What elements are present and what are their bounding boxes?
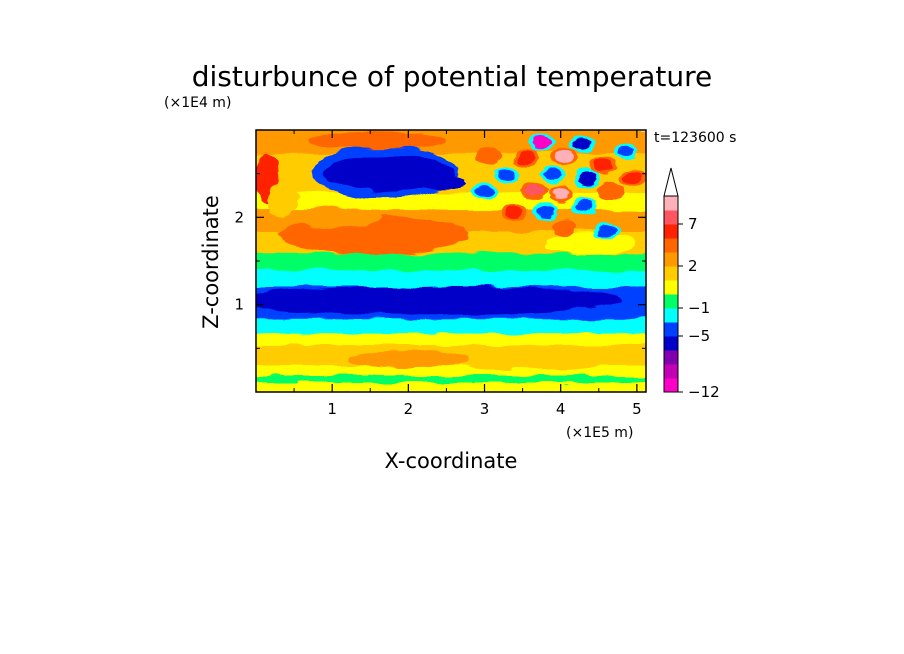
contour-cell (536, 204, 555, 217)
contour-cell (578, 171, 597, 185)
colorbar-swatch (664, 364, 678, 379)
contour-cell (475, 185, 494, 198)
colorbar-tick-label: 7 (688, 215, 698, 233)
colorbar-swatch (664, 322, 678, 337)
contour-cell (524, 185, 544, 198)
colorbar-tick-label: −12 (688, 383, 720, 401)
colorbar-tick-label: −1 (688, 299, 710, 317)
contour-cell (267, 182, 298, 218)
contour-band (256, 380, 646, 392)
contour-cell (555, 221, 574, 234)
contour-band (256, 268, 646, 287)
colorbar-swatch (664, 308, 678, 323)
x-tick-label: 5 (632, 400, 642, 418)
contour-cell (559, 153, 570, 160)
colorbar: 7 2 −1 −5 −12 (663, 167, 720, 401)
colorbar-extend-arrow (663, 167, 679, 197)
contour-cell (537, 140, 547, 147)
contour-cell (574, 136, 593, 150)
colorbar-swatch (664, 196, 678, 211)
contour-band (256, 316, 646, 334)
colorbar-swatch (664, 378, 678, 393)
x-tick-label: 4 (556, 400, 566, 418)
contour-cell (616, 145, 635, 158)
colorbar-swatch (664, 280, 678, 295)
colorbar-tick-label: 2 (688, 257, 698, 275)
x-axis: 1 2 3 4 5 (293, 130, 642, 418)
contour-cell (479, 150, 498, 163)
contour-band (256, 251, 646, 271)
contour-cell (347, 350, 470, 368)
colorbar-swatch (664, 336, 678, 351)
contour-cell (517, 151, 536, 165)
contour-cell (623, 171, 643, 185)
colorbar-swatch (664, 224, 678, 239)
x-tick-label: 3 (480, 400, 490, 418)
x-tick-label: 2 (404, 400, 414, 418)
contour-cell (601, 185, 620, 198)
colorbar-tick-label: −5 (688, 327, 710, 345)
contour-cell (593, 158, 612, 172)
colorbar-swatch (664, 294, 678, 309)
contour-cell (556, 189, 566, 196)
chart-title: disturbunce of potential temperature (192, 60, 713, 93)
x-axis-label: X-coordinate (385, 449, 518, 473)
colorbar-swatch (664, 210, 678, 225)
lower-warm-band (438, 344, 622, 370)
cold-layer (256, 286, 622, 315)
contour-cell (309, 131, 447, 150)
y-axis-label: Z-coordinate (199, 195, 223, 329)
contour-cell (597, 224, 616, 237)
y-axis: 12 (234, 173, 646, 349)
y-tick-label: 1 (234, 296, 244, 314)
contour-cell (545, 233, 637, 255)
contour-cell (543, 167, 563, 180)
contour-cell (412, 175, 466, 190)
y-tick-label: 2 (234, 208, 244, 226)
y-unit-label: (×1E4 m) (164, 95, 231, 111)
contour-cell (574, 200, 593, 213)
colorbar-swatch (664, 252, 678, 267)
contour-cell (498, 169, 517, 182)
contour-band (256, 373, 646, 383)
contour-cell (505, 206, 525, 220)
colorbar-swatch (664, 238, 678, 253)
x-tick-label: 1 (327, 400, 337, 418)
contour-band (256, 331, 646, 345)
field-bands (256, 130, 646, 392)
time-label: t=123600 s (654, 130, 736, 146)
contour-field (256, 130, 646, 392)
x-unit-label: (×1E5 m) (566, 425, 633, 441)
contour-cell (297, 206, 382, 228)
colorbar-swatch (664, 350, 678, 365)
colorbar-swatch (664, 266, 678, 281)
